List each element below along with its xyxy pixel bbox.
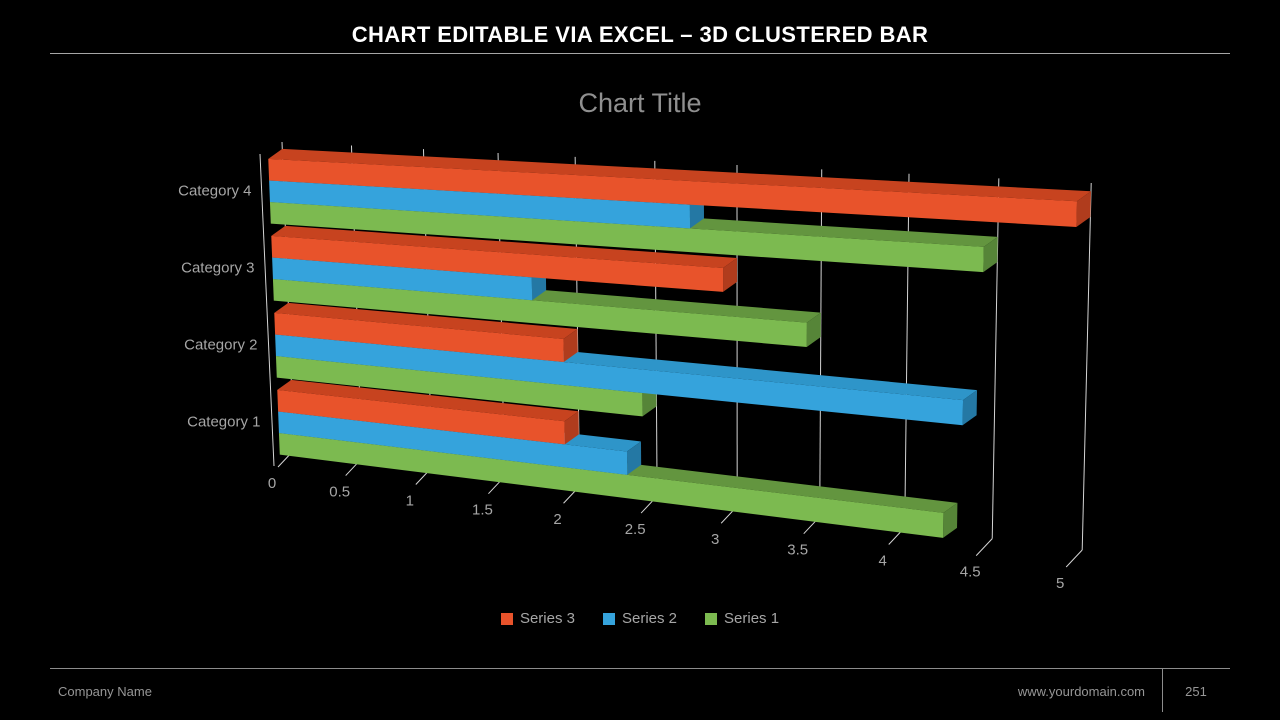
chart-legend: Series 3 Series 2 Series 1 — [0, 610, 1280, 627]
value-axis-tick-label: 2 — [553, 511, 561, 528]
value-axis-tick-label: 3 — [711, 531, 719, 548]
category-axis-label: Category 2 — [184, 337, 257, 354]
value-axis-tick-label: 2.5 — [625, 521, 646, 538]
bar-series3-category3 — [271, 225, 738, 292]
chart-title: Chart Title — [578, 88, 702, 118]
legend-label: Series 1 — [724, 610, 780, 627]
series3-swatch-icon — [500, 612, 513, 625]
footer-page-number: 251 — [1185, 684, 1207, 699]
category-axis-label: Category 3 — [181, 260, 254, 277]
footer-divider — [50, 668, 1230, 669]
category-axis-label: Category 4 — [178, 183, 251, 200]
series2-swatch-icon — [602, 612, 615, 625]
bar-series3-category4 — [268, 148, 1091, 227]
value-axis-tick-label: 0 — [268, 475, 276, 492]
value-axis-tick-label: 1 — [406, 492, 414, 509]
legend-label: Series 2 — [621, 610, 678, 627]
value-axis-tick-label: 4 — [879, 553, 887, 570]
header-divider — [50, 53, 1230, 54]
legend-item: Series 3 — [500, 610, 575, 627]
bar-series3-category2 — [274, 302, 578, 363]
value-axis-tick-label: 5 — [1056, 575, 1064, 592]
value-axis-tick-label: 1.5 — [472, 502, 493, 519]
series1-swatch-icon — [705, 612, 718, 625]
bar-series3-category1 — [277, 379, 579, 445]
legend-label: Series 3 — [519, 610, 575, 627]
value-axis-tick-label: 0.5 — [329, 484, 350, 501]
value-axis-tick-label: 3.5 — [787, 542, 808, 559]
footer-page-divider — [1162, 668, 1163, 712]
legend-item: Series 2 — [602, 610, 678, 627]
legend-item: Series 1 — [705, 610, 779, 627]
category-axis-label: Category 1 — [187, 414, 260, 431]
value-axis-tick-label: 4.5 — [960, 564, 981, 581]
slide-title: CHART EDITABLE VIA EXCEL – 3D CLUSTERED … — [351, 22, 929, 47]
footer-website: www.yourdomain.com — [1017, 684, 1145, 699]
footer-company: Company Name — [58, 684, 152, 699]
